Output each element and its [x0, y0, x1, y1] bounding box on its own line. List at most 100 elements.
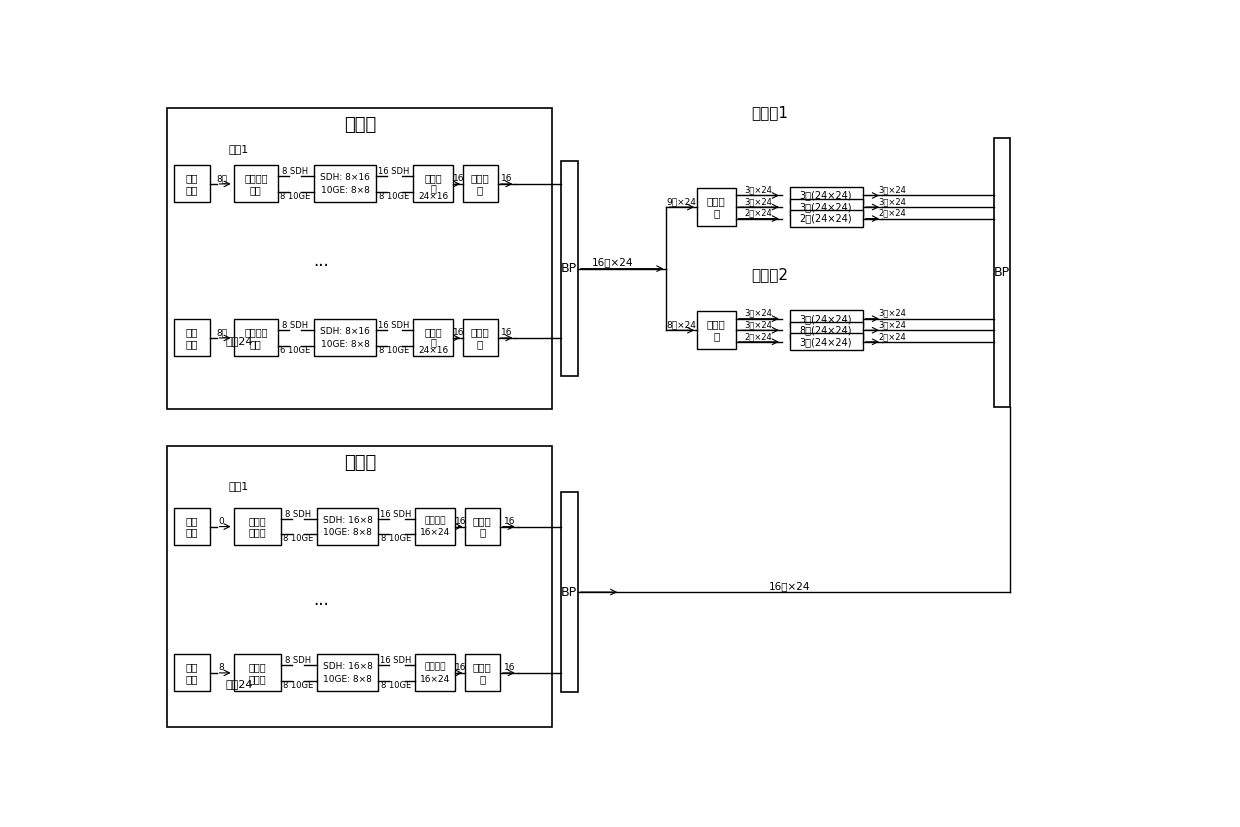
Text: 3路×24: 3路×24 [745, 308, 773, 318]
Bar [316, 654, 378, 691]
Text: 2个(24×24): 2个(24×24) [800, 213, 852, 223]
Text: 10GE: 8×8: 10GE: 8×8 [324, 528, 372, 538]
Text: 信号格
式判断: 信号格 式判断 [248, 662, 267, 684]
Bar [233, 319, 278, 356]
Text: 16路×24: 16路×24 [769, 581, 810, 590]
Text: 块: 块 [430, 183, 436, 193]
Bar [790, 322, 863, 339]
Bar [316, 508, 378, 545]
Text: 信号调
理: 信号调 理 [471, 327, 490, 349]
Text: 16 SDH: 16 SDH [381, 656, 412, 665]
Bar [415, 508, 455, 545]
Bar [174, 508, 211, 545]
Text: BP: BP [562, 262, 578, 275]
Text: 3个(24×24): 3个(24×24) [800, 202, 852, 212]
Bar [174, 654, 211, 691]
Text: 16: 16 [501, 328, 512, 337]
Text: 8路: 8路 [217, 328, 228, 337]
Text: 16×24: 16×24 [420, 675, 450, 684]
Text: 3路×24: 3路×24 [878, 308, 906, 318]
Text: 3路×24: 3路×24 [878, 185, 906, 194]
Text: 6 10GE: 6 10GE [280, 346, 310, 355]
Text: 3路×24: 3路×24 [745, 320, 773, 329]
Text: 交叉模块: 交叉模块 [424, 662, 446, 672]
Text: 3路×24: 3路×24 [878, 320, 906, 329]
Text: 输入24: 输入24 [226, 336, 253, 346]
Text: 信号调
理: 信号调 理 [707, 319, 725, 341]
Text: BP: BP [994, 266, 1011, 279]
Text: 8路: 8路 [217, 174, 228, 183]
Text: 8 10GE: 8 10GE [283, 681, 314, 690]
Text: SDH: 8×16: SDH: 8×16 [320, 174, 371, 182]
Bar [790, 210, 863, 227]
Text: 输出1: 输出1 [229, 480, 249, 490]
Text: 2路×24: 2路×24 [878, 332, 905, 341]
Text: 8路×24: 8路×24 [667, 320, 697, 329]
Bar [560, 492, 578, 692]
Bar [790, 187, 863, 204]
Bar [233, 165, 278, 203]
Bar [413, 319, 453, 356]
Text: 8 SDH: 8 SDH [285, 656, 311, 665]
Text: 3个(24×24): 3个(24×24) [800, 313, 852, 323]
Text: ...: ... [314, 590, 329, 609]
Bar [790, 198, 863, 216]
Text: ...: ... [314, 252, 329, 270]
Text: 信号
输出: 信号 输出 [186, 516, 198, 538]
Text: 信号格
式判断: 信号格 式判断 [248, 516, 267, 538]
Text: 16: 16 [453, 174, 464, 183]
Bar [560, 160, 578, 376]
Text: 24×16: 24×16 [418, 192, 448, 201]
Bar [790, 310, 863, 327]
Text: 信号调
理: 信号调 理 [472, 516, 491, 538]
Text: SDH: 16×8: SDH: 16×8 [322, 516, 372, 525]
Bar [465, 654, 500, 691]
Text: 16: 16 [501, 174, 512, 183]
Text: 16 SDH: 16 SDH [381, 509, 412, 519]
Text: 8: 8 [218, 663, 224, 672]
Text: 9路×24: 9路×24 [667, 197, 697, 206]
Text: 3个(24×24): 3个(24×24) [800, 337, 852, 347]
Text: 8 10GE: 8 10GE [378, 346, 409, 355]
Text: BP: BP [562, 586, 578, 599]
Text: 块: 块 [430, 337, 436, 347]
Text: 8 10GE: 8 10GE [283, 534, 314, 543]
Bar [167, 108, 552, 409]
Text: 16: 16 [503, 517, 515, 526]
Text: SDH: 8×16: SDH: 8×16 [320, 327, 371, 337]
Text: 8 SDH: 8 SDH [285, 509, 311, 519]
Bar [315, 165, 376, 203]
Text: 输入级: 输入级 [343, 117, 376, 135]
Text: 10GE: 8×8: 10GE: 8×8 [321, 185, 370, 194]
Text: 交换板2: 交换板2 [751, 267, 787, 282]
Text: 16: 16 [453, 328, 464, 337]
Text: 16: 16 [455, 663, 466, 672]
Text: 交叉模: 交叉模 [424, 327, 441, 337]
Bar [415, 654, 455, 691]
Bar [790, 333, 863, 351]
Text: 10GE: 8×8: 10GE: 8×8 [324, 675, 372, 684]
Text: 2路×24: 2路×24 [878, 208, 905, 218]
Text: 8 10GE: 8 10GE [381, 681, 412, 690]
Text: 信号
输入: 信号 输入 [186, 327, 198, 349]
Bar [697, 311, 735, 350]
Text: 8 10GE: 8 10GE [280, 192, 310, 201]
Text: 输出24: 输出24 [226, 680, 253, 690]
Text: 24×16: 24×16 [418, 346, 448, 355]
Bar [167, 446, 552, 727]
Text: 3路×24: 3路×24 [745, 185, 773, 194]
Text: 交叉模: 交叉模 [424, 173, 441, 183]
Text: 10GE: 8×8: 10GE: 8×8 [321, 340, 370, 349]
Text: SDH: 16×8: SDH: 16×8 [322, 662, 372, 672]
Text: 2路×24: 2路×24 [745, 208, 773, 218]
Bar [993, 138, 1011, 407]
Bar [463, 319, 497, 356]
Bar [315, 319, 376, 356]
Text: 8 10GE: 8 10GE [381, 534, 412, 543]
Bar [413, 165, 453, 203]
Text: 16: 16 [455, 517, 466, 526]
Text: 信号格式
判断: 信号格式 判断 [244, 173, 268, 194]
Text: 3路×24: 3路×24 [745, 197, 773, 206]
Text: 3路×24: 3路×24 [878, 197, 906, 206]
Text: 信号格式
判断: 信号格式 判断 [244, 327, 268, 349]
